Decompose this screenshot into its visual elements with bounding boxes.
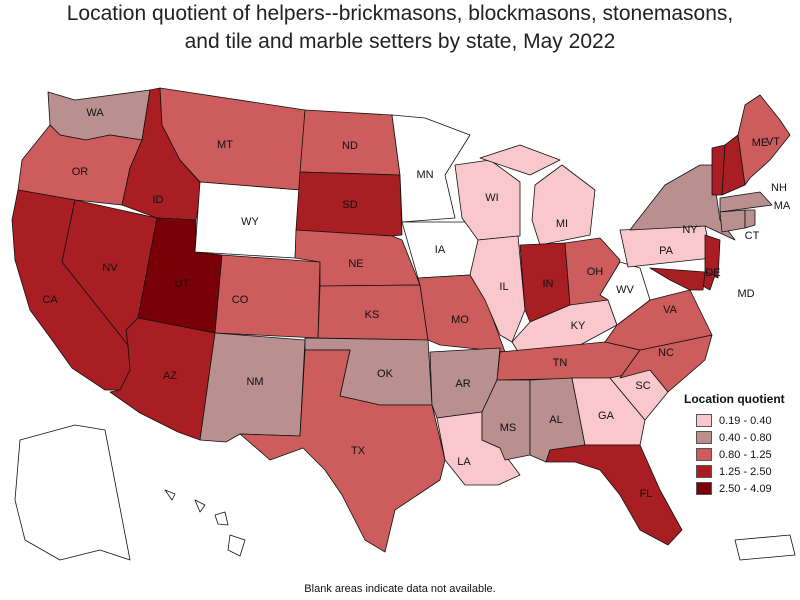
state-label-mt: MT (217, 139, 233, 151)
footnote: Blank areas indicate data not available. (304, 583, 496, 595)
state-wv (599, 261, 651, 326)
state-label-mi: MI (556, 218, 568, 230)
state-ma (719, 191, 773, 213)
state-ri (744, 209, 756, 229)
state-label-ia: IA (435, 244, 446, 256)
legend-item: 1.25 - 2.50 (684, 463, 800, 480)
legend-label: 0.80 - 1.25 (719, 448, 772, 461)
state-label-oh: OH (587, 266, 604, 278)
legend-item: 0.19 - 0.40 (684, 412, 800, 429)
state-label-il: IL (499, 281, 508, 293)
map-title: Location quotient of helpers--brickmason… (0, 0, 800, 56)
legend-item: 0.80 - 1.25 (684, 446, 800, 463)
state-fl (545, 444, 683, 546)
state-label-in: IN (543, 278, 554, 290)
state-label-id: ID (153, 194, 164, 206)
state-label-nv: NV (102, 262, 118, 274)
legend-label: 1.25 - 2.50 (719, 465, 772, 478)
state-label-or: OR (72, 166, 89, 178)
legend-item: 2.50 - 4.09 (684, 480, 800, 497)
state-label-ma: MA (774, 200, 791, 212)
state-label-vt: VT (766, 136, 780, 148)
legend-swatch (696, 482, 712, 495)
state-label-mo: MO (451, 314, 469, 326)
state-label-la: LA (457, 456, 471, 468)
state-label-de: DE (705, 267, 720, 279)
state-label-ky: KY (571, 320, 586, 332)
legend-item: 0.40 - 0.80 (684, 429, 800, 446)
state-label-me: ME (752, 137, 769, 149)
legend-swatch (696, 414, 712, 427)
state-label-mn: MN (416, 169, 433, 181)
state-me (737, 94, 791, 186)
state-label-co: CO (232, 294, 249, 306)
state-label-tx: TX (351, 445, 366, 457)
state-label-ny: NY (682, 224, 698, 236)
state-label-fl: FL (640, 488, 653, 500)
state-label-az: AZ (163, 370, 177, 382)
legend-label: 0.40 - 0.80 (719, 431, 772, 444)
state-tx (239, 349, 446, 553)
state-label-ks: KS (365, 309, 380, 321)
state-ct (719, 209, 746, 233)
state-il (469, 235, 526, 343)
legend: Location quotient 0.19 - 0.40 0.40 - 0.80… (684, 392, 800, 497)
legend-swatch (696, 431, 712, 444)
state-label-pa: PA (659, 245, 674, 257)
state-label-nm: NM (246, 376, 263, 388)
state-label-tn: TN (553, 357, 568, 369)
legend-swatch (696, 465, 712, 478)
state-label-va: VA (663, 304, 678, 316)
state-ny (629, 164, 736, 241)
state-label-ne: NE (348, 258, 363, 270)
state-hi (164, 489, 246, 557)
state-label-ut: UT (175, 278, 190, 290)
state-md (649, 267, 706, 291)
state-ak (14, 424, 131, 561)
legend-label: 2.50 - 4.09 (719, 482, 772, 495)
state-sd (295, 171, 403, 237)
state-label-al: AL (549, 414, 562, 426)
state-label-wv: WV (616, 284, 634, 296)
state-label-ar: AR (455, 378, 470, 390)
state-ms (481, 379, 531, 461)
state-label-ms: MS (500, 422, 517, 434)
state-mi (479, 144, 596, 246)
state-label-md: MD (737, 288, 754, 300)
legend-label: 0.19 - 0.40 (719, 414, 772, 427)
map-title-line1: Location quotient of helpers--brickmason… (66, 2, 734, 25)
legend-swatch (696, 448, 712, 461)
legend-title: Location quotient (684, 392, 785, 406)
state-label-sd: SD (342, 199, 357, 211)
state-co (214, 254, 321, 339)
state-ga (571, 377, 646, 446)
state-label-nc: NC (658, 347, 674, 359)
state-label-ct: CT (745, 230, 760, 242)
state-label-sc: SC (635, 380, 650, 392)
state-label-wy: WY (241, 216, 259, 228)
state-label-ca: CA (42, 294, 58, 306)
state-label-wi: WI (485, 192, 498, 204)
state-label-wa: WA (86, 107, 104, 119)
state-label-nh: NH (771, 182, 787, 194)
state-label-ok: OK (377, 368, 394, 380)
state-label-nd: ND (342, 140, 358, 152)
state-mn (391, 114, 471, 223)
map-title-line2: and tile and marble setters by state, Ma… (184, 30, 616, 53)
state-pr (734, 534, 796, 561)
state-label-ga: GA (598, 410, 615, 422)
state-nj (704, 234, 721, 279)
